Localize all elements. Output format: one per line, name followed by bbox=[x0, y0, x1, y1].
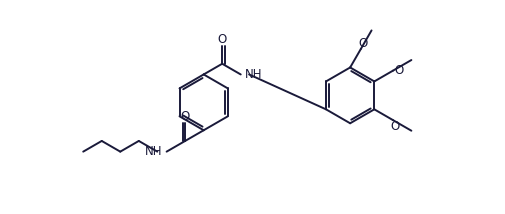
Text: O: O bbox=[218, 33, 227, 46]
Text: O: O bbox=[358, 37, 367, 50]
Text: O: O bbox=[390, 120, 399, 132]
Text: NH: NH bbox=[245, 68, 263, 81]
Text: O: O bbox=[180, 110, 190, 123]
Text: NH: NH bbox=[145, 145, 162, 158]
Text: O: O bbox=[394, 64, 403, 77]
